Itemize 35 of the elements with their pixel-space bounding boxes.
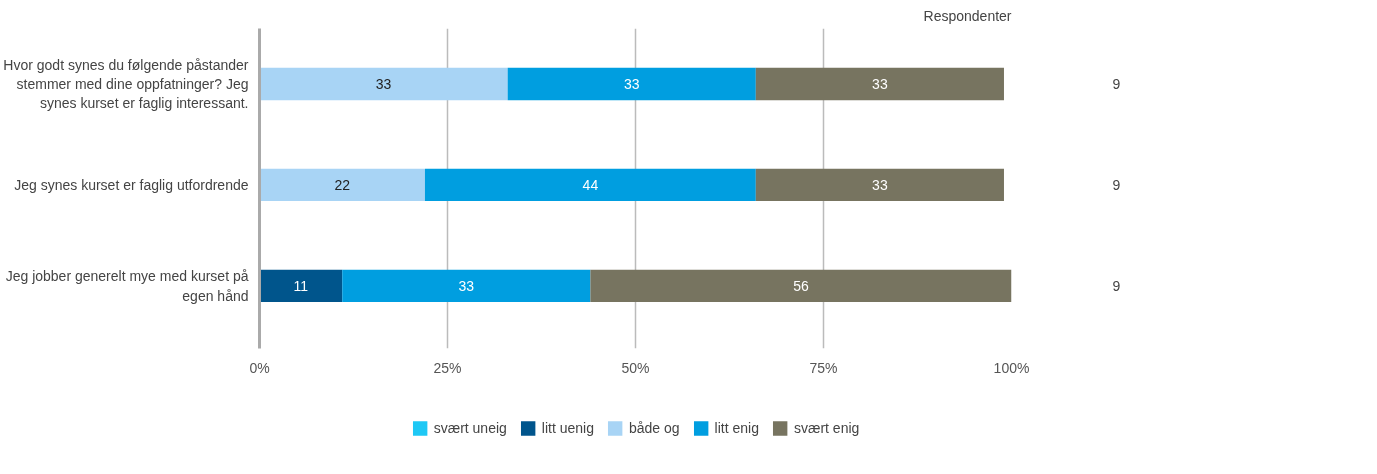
bar	[424, 168, 756, 202]
data-label: 33	[458, 277, 475, 294]
legend-label: både og	[628, 420, 680, 436]
bar	[507, 67, 756, 101]
text: 9	[1112, 277, 1121, 294]
bar	[259, 168, 425, 202]
x-tick-label: 75%	[809, 359, 838, 376]
legend-label: litt uenig	[541, 420, 594, 436]
data-label: 33	[623, 76, 640, 93]
data-label: 44	[582, 176, 599, 193]
x-tick-label: 50%	[621, 359, 650, 376]
text: Respondenter	[923, 7, 1012, 24]
bar	[259, 269, 343, 303]
data-label: 11	[293, 277, 309, 294]
bar	[259, 67, 508, 101]
data-label: 33	[375, 76, 392, 93]
y-tick-label: Jeg jobber generelt mye med kurset på egen hånd	[5, 268, 249, 304]
data-label: 33	[872, 76, 888, 93]
x-tick-label: 100%	[993, 359, 1030, 376]
y-tick-label: Jeg synes kurset er faglig utfordrende	[14, 176, 249, 193]
data-label: 56	[793, 277, 809, 294]
bar	[755, 168, 1004, 202]
x-tick-label: 25%	[433, 359, 462, 376]
data-label: 22	[334, 176, 351, 193]
bar	[342, 269, 591, 303]
text: 9	[1112, 76, 1121, 93]
bar	[755, 67, 1004, 101]
legend-label: litt enig	[714, 420, 759, 436]
bar	[590, 269, 1012, 303]
data-label: 33	[872, 176, 888, 193]
y-tick-label: Hvor godt synes du følgende påstander stemmer med dine oppfatninger? Jeg synes kurset er faglig interessant.	[3, 56, 249, 112]
legend-label: svært enig	[793, 420, 860, 436]
legend-label: svært uneig	[433, 420, 507, 436]
text: 9	[1112, 176, 1121, 193]
x-tick-label: 0%	[249, 359, 270, 376]
